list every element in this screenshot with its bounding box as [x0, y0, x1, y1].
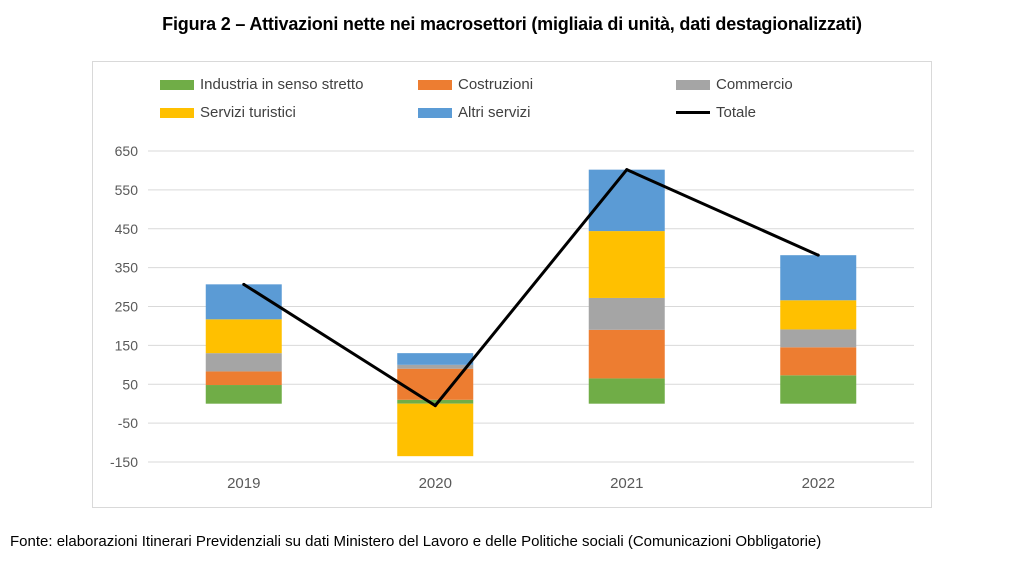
y-tick-label: -50 — [118, 415, 138, 431]
x-tick-label: 2019 — [227, 475, 260, 492]
bar-segment — [397, 399, 474, 404]
bar-segment — [205, 353, 282, 372]
bar-segment — [397, 403, 474, 457]
x-tick-label: 2022 — [802, 475, 835, 492]
legend-label: Totale — [716, 104, 757, 121]
bar-segment — [205, 319, 282, 354]
y-tick-label: 50 — [122, 376, 138, 392]
bar-segment — [780, 347, 857, 376]
y-tick-label: 350 — [115, 260, 139, 276]
legend-label: Servizi turistici — [200, 104, 296, 121]
legend-swatch — [418, 107, 452, 118]
bar-segment — [780, 300, 857, 330]
y-tick-label: 250 — [115, 299, 139, 315]
bar-segment — [205, 385, 282, 404]
chart-title: Figura 2 – Attivazioni nette nei macrose… — [162, 14, 862, 34]
bar-segment — [588, 297, 665, 330]
x-tick-label: 2021 — [610, 475, 643, 492]
legend-item: Altri servizi — [418, 104, 531, 121]
bar-segment — [780, 375, 857, 404]
bar-segment — [780, 329, 857, 348]
legend-swatch — [160, 107, 194, 118]
legend-item: Industria in senso stretto — [160, 76, 363, 93]
bar-segment — [397, 364, 474, 369]
total-point — [242, 282, 246, 286]
legend-item-totale: Totale — [676, 104, 756, 121]
legend-swatch — [160, 79, 194, 90]
legend-item: Commercio — [676, 76, 793, 93]
bar-segment — [588, 378, 665, 404]
total-point — [433, 404, 437, 408]
bar-segment — [397, 353, 474, 365]
y-tick-label: 450 — [115, 221, 139, 237]
legend-item: Servizi turistici — [160, 104, 296, 121]
legend-label: Costruzioni — [458, 76, 534, 93]
legend-label: Commercio — [716, 76, 793, 93]
y-tick-label: 550 — [115, 182, 139, 198]
legend-item: Costruzioni — [418, 76, 533, 93]
bar-segment — [205, 371, 282, 386]
legend-label: Industria in senso stretto — [200, 76, 364, 93]
total-point — [625, 168, 629, 172]
legend-swatch — [676, 79, 710, 90]
y-tick-label: 650 — [115, 143, 139, 159]
total-line — [242, 168, 819, 408]
x-tick-label: 2020 — [419, 475, 452, 492]
y-tick-label: 150 — [115, 337, 139, 353]
bar-segment — [588, 329, 665, 379]
legend-label: Altri servizi — [458, 104, 531, 121]
bar-segment — [588, 231, 665, 298]
y-tick-label: -150 — [110, 454, 138, 470]
chart-frame — [92, 61, 932, 508]
legend-swatch — [418, 79, 452, 90]
bar-segment — [780, 255, 857, 301]
legend-line-swatch — [676, 111, 710, 114]
source-note: Fonte: elaborazioni Itinerari Previdenzi… — [10, 533, 822, 550]
total-point — [816, 253, 820, 257]
